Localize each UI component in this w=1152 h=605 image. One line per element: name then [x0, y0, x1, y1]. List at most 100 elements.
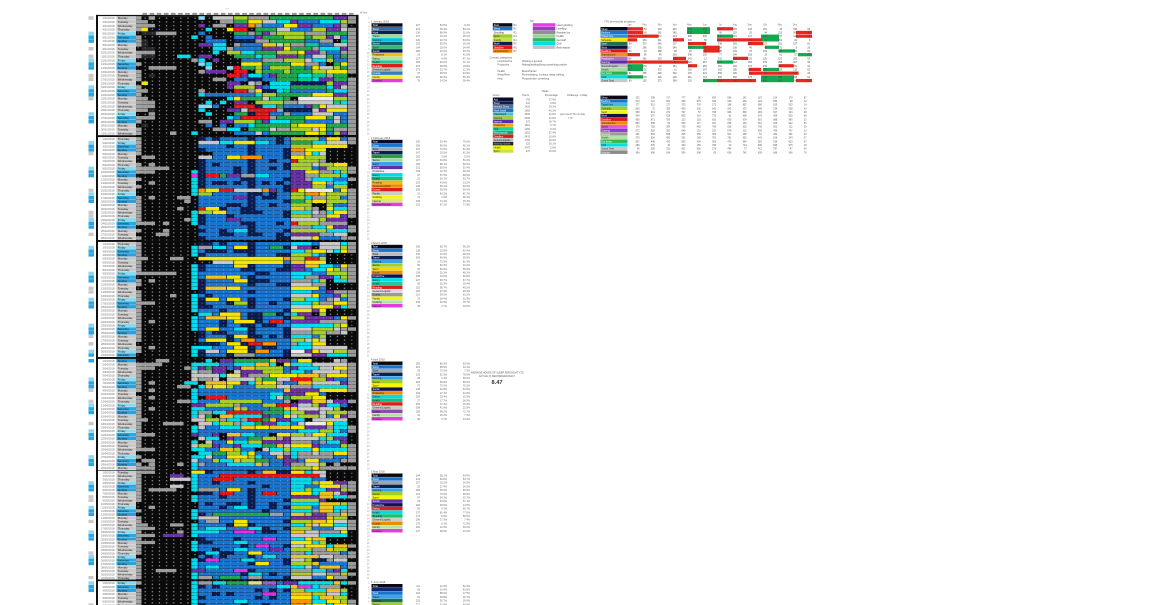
svg-text:75.2%: 75.2%: [463, 385, 471, 388]
svg-text:929: 929: [712, 141, 717, 143]
svg-text:152: 152: [778, 58, 783, 60]
svg-text:3/04/2018: 3/04/2018: [103, 366, 115, 370]
svg-text:412: 412: [758, 149, 763, 151]
svg-text:Tuesday: Tuesday: [118, 418, 129, 422]
svg-text:Sleep: Sleep: [373, 366, 380, 369]
svg-text:12: 12: [367, 511, 370, 513]
svg-text:21/04/2018: 21/04/2018: [101, 433, 115, 437]
svg-text:7: 7: [368, 41, 370, 43]
svg-text:54.1%: 54.1%: [440, 497, 448, 500]
svg-text:8.1%: 8.1%: [441, 522, 447, 525]
svg-text:925: 925: [773, 105, 778, 107]
svg-text:87: 87: [417, 174, 420, 177]
svg-text:15: 15: [417, 54, 420, 57]
svg-text:39.6%: 39.6%: [440, 381, 448, 384]
svg-text:14: 14: [367, 409, 370, 411]
svg-text:264: 264: [718, 66, 723, 68]
svg-text:Wednesday: Wednesday: [118, 78, 133, 82]
svg-text:8/02/2018: 8/02/2018: [103, 163, 115, 167]
svg-text:101: 101: [416, 294, 421, 297]
svg-text:27/05/2018: 27/05/2018: [101, 562, 115, 566]
svg-text:10/03/2018: 10/03/2018: [101, 275, 115, 279]
svg-text:95: 95: [719, 32, 722, 34]
svg-text:Wednesday: Wednesday: [118, 342, 133, 346]
svg-text:53.5%: 53.5%: [440, 24, 448, 27]
svg-text:Saturday: Saturday: [118, 353, 130, 357]
svg-text:7/04/2018: 7/04/2018: [103, 381, 115, 385]
svg-text:367: 367: [703, 62, 708, 64]
svg-text:269: 269: [416, 407, 421, 410]
svg-text:17.5%: 17.5%: [463, 592, 471, 595]
svg-text:77.0%: 77.0%: [463, 511, 471, 514]
svg-text:9.3%: 9.3%: [464, 24, 470, 27]
svg-text:Wednesday: Wednesday: [118, 548, 133, 552]
svg-text:Tuesday: Tuesday: [118, 471, 129, 475]
svg-text:355: 355: [688, 47, 693, 49]
svg-text:63.7%: 63.7%: [463, 478, 471, 481]
svg-text:Wednesday: Wednesday: [118, 396, 133, 400]
svg-text:General logistic: General logistic: [601, 65, 619, 68]
svg-text:26/05/2018: 26/05/2018: [101, 558, 115, 562]
svg-text:58: 58: [790, 101, 793, 103]
svg-text:31: 31: [417, 192, 420, 195]
svg-text:12: 12: [367, 60, 370, 62]
svg-text:(pts travel/7.5h net stat): (pts travel/7.5h net stat): [560, 113, 585, 116]
svg-text:908: 908: [727, 112, 732, 114]
svg-text:21: 21: [367, 318, 370, 320]
svg-text:138: 138: [416, 185, 421, 188]
svg-text:Tuesday: Tuesday: [118, 101, 129, 105]
svg-text:43.9%: 43.9%: [463, 72, 471, 75]
svg-text:99: 99: [644, 55, 647, 57]
svg-text:Friday: Friday: [118, 324, 126, 328]
svg-text:Avg: Avg: [494, 98, 499, 101]
svg-text:Sunday: Sunday: [118, 411, 128, 415]
svg-text:340: 340: [673, 29, 678, 31]
svg-text:25/01/2018: 25/01/2018: [101, 108, 115, 112]
svg-text:355: 355: [666, 108, 671, 110]
svg-text:93: 93: [704, 32, 707, 34]
svg-text:Sunday: Sunday: [118, 225, 128, 229]
svg-text:Total: Total: [373, 585, 379, 588]
svg-text:293: 293: [703, 29, 708, 31]
svg-text:30: 30: [367, 130, 370, 132]
svg-text:25/03/2018: 25/03/2018: [101, 331, 115, 335]
svg-text:50.0%: 50.0%: [440, 167, 448, 170]
svg-text:48.9%: 48.9%: [463, 603, 471, 605]
svg-text:296: 296: [416, 519, 421, 522]
svg-text:4/03/2018: 4/03/2018: [103, 253, 115, 257]
svg-text:10: 10: [367, 504, 370, 506]
svg-text:Monday: Monday: [118, 335, 129, 339]
svg-text:16.5%: 16.5%: [463, 482, 471, 485]
svg-text:2832: 2832: [524, 132, 530, 135]
svg-text:69: 69: [629, 81, 632, 83]
svg-text:12/05/2018: 12/05/2018: [101, 509, 115, 513]
svg-text:77.6%: 77.6%: [463, 204, 471, 207]
svg-text:15: 15: [367, 413, 370, 415]
svg-text:12/04/2018: 12/04/2018: [101, 400, 115, 404]
svg-text:654: 654: [651, 138, 656, 140]
svg-text:157: 157: [793, 44, 798, 46]
svg-text:515: 515: [712, 101, 717, 103]
svg-text:Tuesday: Tuesday: [118, 286, 129, 290]
svg-text:2: 2: [368, 365, 370, 367]
svg-text:53: 53: [417, 370, 420, 373]
svg-text:Group: Group: [493, 94, 501, 97]
svg-text:Unproductive: Unproductive: [601, 122, 616, 125]
svg-text:11: 11: [367, 176, 370, 178]
svg-text:239: 239: [703, 55, 708, 57]
svg-text:598: 598: [697, 152, 702, 154]
svg-text:3: 3: [368, 251, 370, 253]
svg-text:139: 139: [763, 69, 768, 71]
svg-text:Thursday: Thursday: [118, 54, 130, 58]
svg-text:4.1%: 4.1%: [441, 508, 447, 511]
svg-text:334: 334: [733, 51, 738, 53]
svg-text:75: 75: [652, 108, 655, 110]
svg-text:297: 297: [703, 69, 708, 71]
svg-text:813: 813: [651, 112, 656, 114]
svg-text:18.5%: 18.5%: [463, 305, 471, 308]
svg-text:552: 552: [743, 138, 748, 140]
svg-text:Travel: Travel: [373, 373, 380, 376]
svg-text:520: 520: [743, 127, 748, 129]
svg-text:63.8%: 63.8%: [463, 39, 471, 42]
svg-text:27.9%: 27.9%: [440, 290, 448, 293]
